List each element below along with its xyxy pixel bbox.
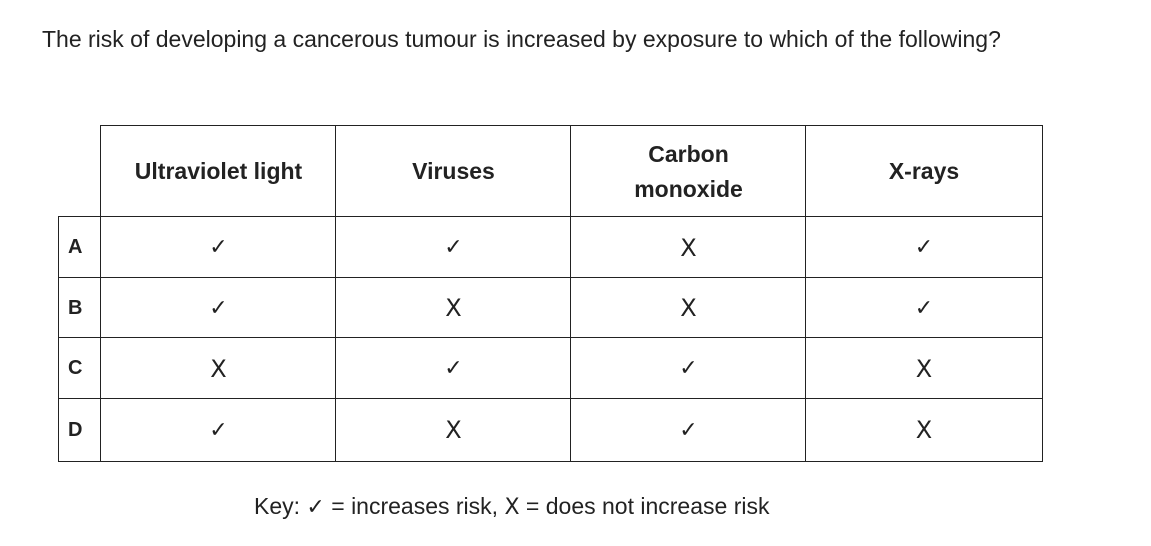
mark-c-ultraviolet: X (100, 337, 337, 400)
mark-d-viruses: X (335, 398, 572, 462)
header-ultraviolet-light: Ultraviolet light (100, 125, 337, 218)
answer-table: Ultraviolet light Viruses Carbon monoxid… (58, 125, 1043, 462)
mark-a-carbon-monoxide: X (570, 216, 807, 279)
header-viruses: Viruses (335, 125, 572, 218)
key-tick-symbol: ✓ (306, 495, 325, 520)
mark-c-carbon-monoxide: ✓ (570, 337, 807, 400)
key-legend: Key: ✓ = increases risk, X = does not in… (254, 490, 769, 524)
mark-a-viruses: ✓ (335, 216, 572, 279)
mark-b-carbon-monoxide: X (570, 277, 807, 339)
row-label-a: A (58, 216, 102, 279)
mark-c-viruses: ✓ (335, 337, 572, 400)
key-cross-symbol: X (504, 495, 520, 520)
key-prefix: Key: (254, 493, 301, 519)
mark-a-ultraviolet: ✓ (100, 216, 337, 279)
mark-c-x-rays: X (805, 337, 1043, 400)
row-label-d: D (58, 398, 102, 462)
mark-a-x-rays: ✓ (805, 216, 1043, 279)
row-label-c: C (58, 337, 102, 400)
mark-d-carbon-monoxide: ✓ (570, 398, 807, 462)
mark-d-ultraviolet: ✓ (100, 398, 337, 462)
row-label-b: B (58, 277, 102, 339)
question-text: The risk of developing a cancerous tumou… (42, 26, 1001, 52)
key-tick-text: = increases risk, (331, 493, 499, 519)
key-cross-text: = does not increase risk (525, 493, 770, 519)
mark-b-ultraviolet: ✓ (100, 277, 337, 339)
header-x-rays: X-rays (805, 125, 1043, 218)
header-carbon-monoxide-label: Carbon monoxide (634, 140, 743, 202)
header-carbon-monoxide: Carbon monoxide (570, 125, 807, 218)
mark-b-viruses: X (335, 277, 572, 339)
mark-b-x-rays: ✓ (805, 277, 1043, 339)
mark-d-x-rays: X (805, 398, 1043, 462)
